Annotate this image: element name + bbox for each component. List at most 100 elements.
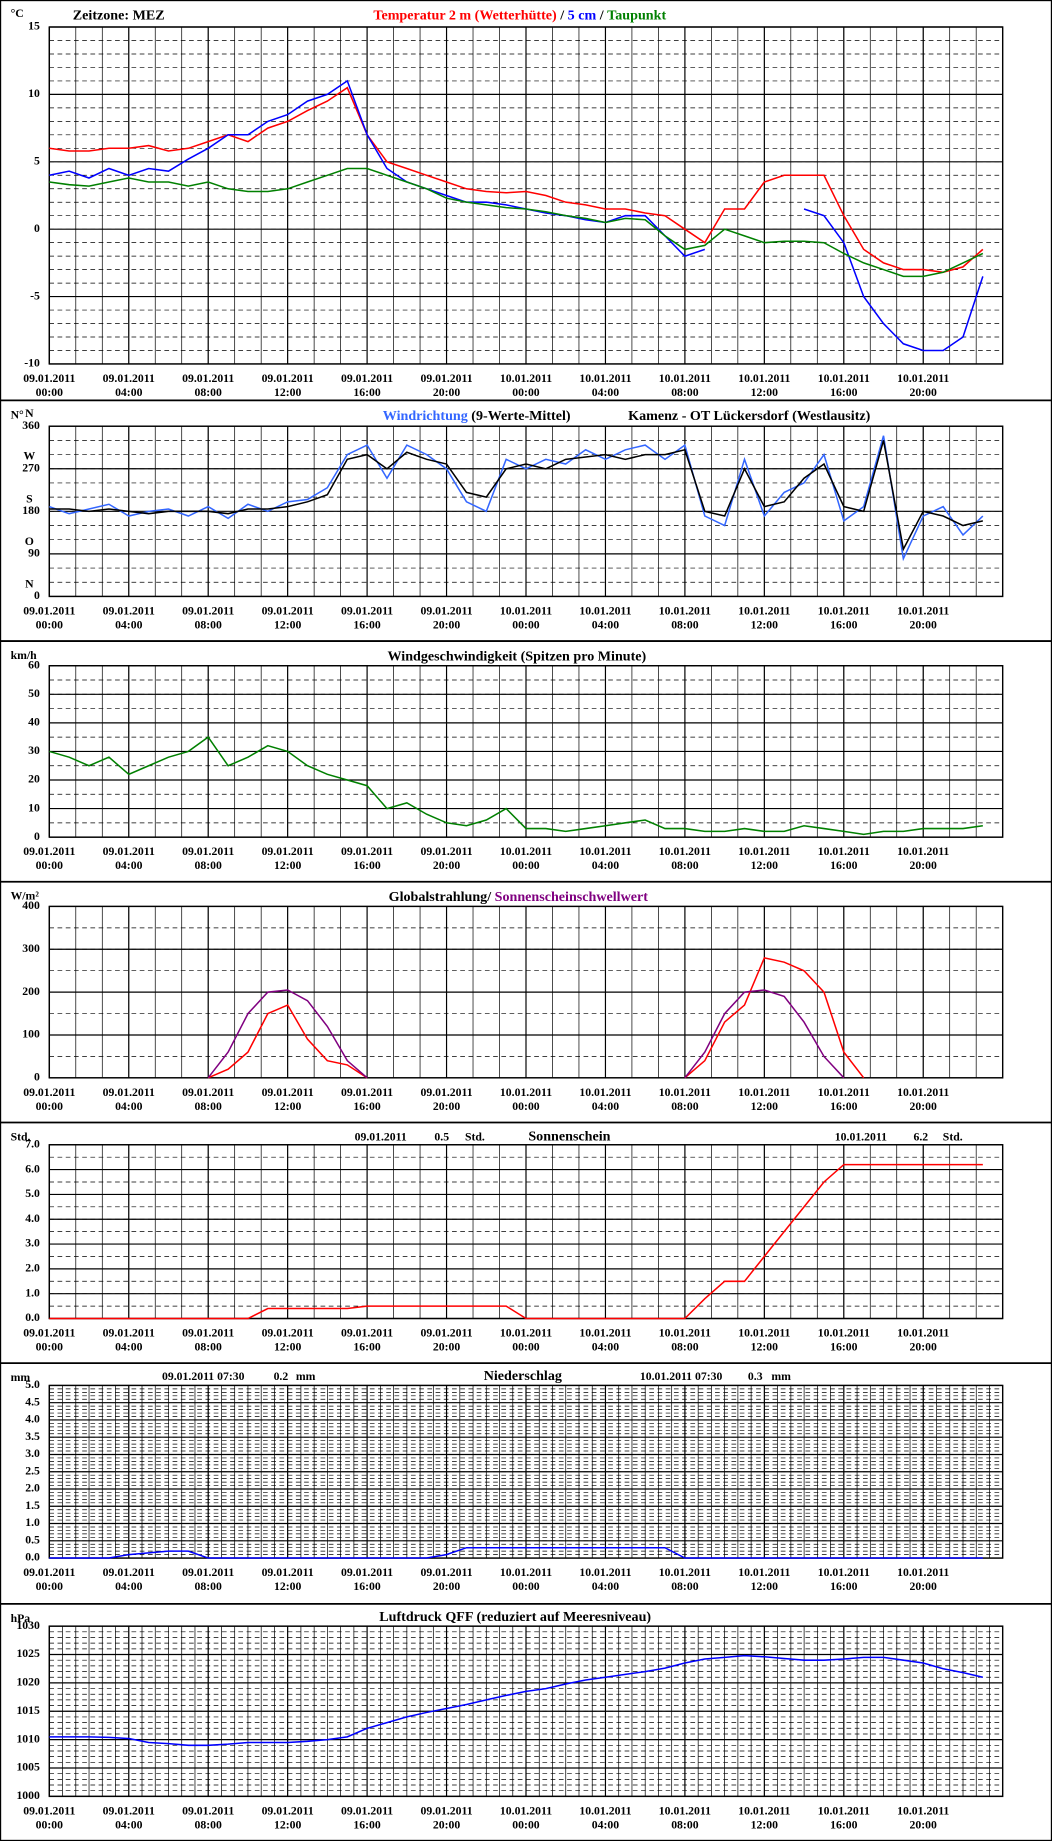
x-tick-time: 08:00: [671, 618, 699, 631]
y-tick-label: 2.0: [25, 1482, 40, 1495]
x-tick-date: 09.01.2011: [182, 1086, 234, 1099]
x-tick-time: 08:00: [195, 859, 223, 872]
x-tick-time: 12:00: [751, 1341, 779, 1354]
y-tick-label: 0.0: [25, 1551, 40, 1564]
x-tick-time: 00:00: [36, 386, 64, 399]
x-tick-time: 16:00: [353, 618, 381, 631]
data-line: [49, 1654, 984, 1747]
x-tick-time: 00:00: [512, 1580, 540, 1593]
x-tick-time: 00:00: [36, 1818, 64, 1831]
x-tick-date: 10.01.2011: [897, 1566, 949, 1579]
x-tick-time: 20:00: [910, 1100, 938, 1113]
y-tick-label: 10: [28, 87, 40, 100]
annotation: mm: [771, 1370, 791, 1383]
unit-label: hPa: [11, 1612, 31, 1625]
x-tick-time: 04:00: [115, 1100, 143, 1113]
y-tick-label: 3.0: [25, 1447, 40, 1460]
y-tick-label: 0: [34, 222, 40, 235]
y-tick-label: 5.0: [25, 1378, 40, 1391]
x-tick-time: 00:00: [36, 618, 64, 631]
x-tick-date: 10.01.2011: [818, 372, 870, 385]
y-tick-label: 0: [34, 1071, 40, 1084]
x-tick-date: 09.01.2011: [103, 845, 155, 858]
x-tick-time: 00:00: [36, 1580, 64, 1593]
chart-title: Niederschlag: [484, 1368, 562, 1384]
x-tick-time: 16:00: [353, 1580, 381, 1593]
x-tick-time: 16:00: [830, 1100, 858, 1113]
x-tick-date: 10.01.2011: [897, 1326, 949, 1339]
x-tick-date: 09.01.2011: [420, 372, 472, 385]
y-tick-letter: O: [25, 535, 34, 548]
x-tick-date: 09.01.2011: [420, 1086, 472, 1099]
x-tick-time: 04:00: [115, 386, 143, 399]
plot-border: [48, 1384, 1004, 1559]
x-tick-date: 09.01.2011: [262, 1804, 314, 1817]
chart-title: Windgeschwindigkeit (Spitzen pro Minute): [387, 649, 646, 665]
data-line: [49, 736, 983, 836]
data-line: [49, 440, 984, 552]
x-tick-time: 12:00: [751, 859, 779, 872]
x-tick-date: 09.01.2011: [262, 1086, 314, 1099]
y-tick-letter: W: [23, 450, 35, 463]
annotation: Std.: [943, 1130, 963, 1143]
title-part: Globalstrahlung/: [389, 889, 493, 905]
x-tick-date: 10.01.2011: [579, 1326, 631, 1339]
x-tick-date: 10.01.2011: [897, 1804, 949, 1817]
x-tick-time: 16:00: [830, 1341, 858, 1354]
x-tick-time: 00:00: [512, 386, 540, 399]
x-tick-date: 09.01.2011: [103, 1804, 155, 1817]
x-tick-time: 04:00: [592, 618, 620, 631]
title-part: Niederschlag: [484, 1368, 562, 1384]
x-tick-date: 10.01.2011: [500, 1804, 552, 1817]
x-tick-time: 16:00: [353, 1818, 381, 1831]
x-tick-date: 10.01.2011: [500, 1086, 552, 1099]
x-tick-time: 20:00: [433, 1818, 461, 1831]
y-tick-label: 1025: [16, 1647, 40, 1660]
x-tick-date: 09.01.2011: [420, 1326, 472, 1339]
y-tick-label: 1030: [16, 1619, 40, 1632]
unit-label: W/m²: [11, 890, 40, 903]
x-tick-date: 10.01.2011: [659, 372, 711, 385]
plot-border: [48, 425, 1004, 598]
annotation: 09.01.2011: [355, 1130, 407, 1143]
x-tick-time: 04:00: [115, 859, 143, 872]
x-tick-time: 20:00: [433, 1580, 461, 1593]
x-tick-date: 10.01.2011: [738, 372, 790, 385]
x-tick-time: 04:00: [115, 1341, 143, 1354]
x-tick-time: 20:00: [910, 386, 938, 399]
x-tick-date: 10.01.2011: [579, 1566, 631, 1579]
x-tick-time: 12:00: [274, 1341, 302, 1354]
x-tick-date: 09.01.2011: [262, 1566, 314, 1579]
x-tick-date: 10.01.2011: [579, 1804, 631, 1817]
x-tick-time: 12:00: [751, 1818, 779, 1831]
x-tick-date: 10.01.2011: [897, 372, 949, 385]
unit-label: °C: [11, 7, 24, 20]
unit-label: Std.: [11, 1130, 31, 1143]
y-tick-label: -5: [30, 289, 40, 302]
x-tick-time: 04:00: [592, 1100, 620, 1113]
x-tick-time: 16:00: [830, 618, 858, 631]
x-tick-time: 20:00: [910, 618, 938, 631]
x-tick-date: 10.01.2011: [897, 1086, 949, 1099]
x-tick-time: 16:00: [353, 1100, 381, 1113]
x-tick-time: 08:00: [671, 1341, 699, 1354]
plot-border: [48, 905, 1004, 1079]
y-tick-label: 30: [28, 744, 40, 757]
x-tick-time: 00:00: [512, 1818, 540, 1831]
data-line: [49, 435, 984, 562]
x-tick-date: 09.01.2011: [103, 1086, 155, 1099]
x-tick-date: 09.01.2011: [23, 1326, 75, 1339]
x-tick-date: 09.01.2011: [103, 604, 155, 617]
x-tick-time: 16:00: [830, 859, 858, 872]
x-tick-time: 08:00: [195, 618, 223, 631]
annotation: Kamenz - OT Lückersdorf (Westlausitz): [628, 408, 870, 424]
x-tick-time: 00:00: [512, 1100, 540, 1113]
x-tick-date: 10.01.2011: [738, 1566, 790, 1579]
title-part: /: [596, 8, 607, 24]
chart-title: Temperatur 2 m (Wetterhütte) / 5 cm / Ta…: [373, 8, 666, 24]
x-tick-date: 10.01.2011: [500, 1326, 552, 1339]
x-tick-time: 20:00: [433, 1341, 461, 1354]
x-tick-date: 09.01.2011: [103, 1326, 155, 1339]
x-tick-date: 09.01.2011: [23, 604, 75, 617]
